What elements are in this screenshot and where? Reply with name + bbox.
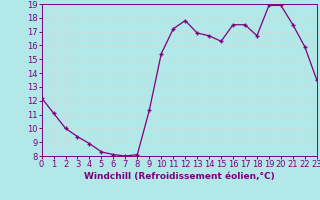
X-axis label: Windchill (Refroidissement éolien,°C): Windchill (Refroidissement éolien,°C) bbox=[84, 172, 275, 181]
